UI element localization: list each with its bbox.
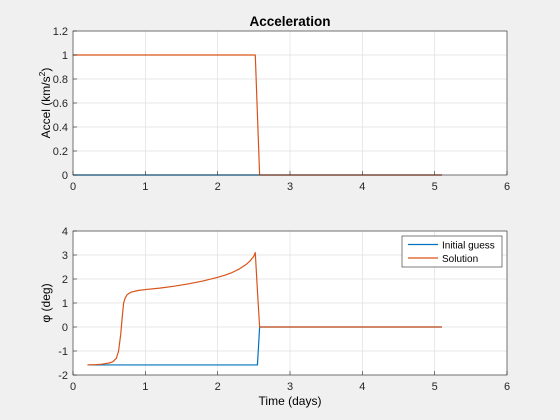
y-axis-label: Accel (km/s2) <box>37 68 53 139</box>
x-axis-label: Time (days) <box>259 394 322 408</box>
x-tick-label: 6 <box>504 381 510 393</box>
series-group <box>87 252 442 366</box>
y-tick-label: 4 <box>62 226 68 238</box>
x-tick-label: 2 <box>215 181 221 193</box>
y-tick-label: 2 <box>62 274 68 286</box>
unit-exponent: 2 <box>37 71 47 76</box>
y-tick-label: 0.4 <box>53 122 68 134</box>
legend-box <box>401 235 503 268</box>
y-tick-label: 1 <box>62 298 68 310</box>
y-tick-label: 0.8 <box>53 74 68 86</box>
legend: Initial guess Solution <box>401 235 503 268</box>
y-tick-label: 1.2 <box>53 26 68 38</box>
y-tick-label: 0.2 <box>53 146 68 158</box>
y-tick-label: 0.6 <box>53 98 68 110</box>
legend-label-solution: Solution <box>442 254 478 265</box>
x-tick-label: 1 <box>142 181 148 193</box>
y-tick-label: 0 <box>62 322 68 334</box>
x-tick-label: 3 <box>287 181 293 193</box>
x-tick-label: 2 <box>215 381 221 393</box>
y-axis-label: φ (deg) <box>39 283 53 322</box>
y-tick-label: 0 <box>62 170 68 182</box>
unit-close: ) <box>39 68 53 72</box>
acceleration-axes: 0 1 2 3 4 5 6 0 0.2 0.4 0.6 0.8 1 1.2 Acceleration Ac… <box>37 14 510 193</box>
x-tick-label: 4 <box>359 381 365 393</box>
y-tick-label: -2 <box>58 370 68 382</box>
solution-line <box>87 252 442 366</box>
x-tick-label: 5 <box>432 381 438 393</box>
tick-labels: 0 1 2 3 4 5 6 -2 -1 0 1 2 3 4 <box>58 226 510 393</box>
y-tick-label: -1 <box>58 346 68 358</box>
x-tick-label: 6 <box>504 181 510 193</box>
x-tick-label: 0 <box>70 181 76 193</box>
x-tick-label: 1 <box>142 381 148 393</box>
legend-label-initial-guess: Initial guess <box>442 241 495 252</box>
phi-axes: 0 1 2 3 4 5 6 -2 -1 0 1 2 3 4 Time (days) φ (deg) Ini… <box>39 226 510 408</box>
tick-labels: 0 1 2 3 4 5 6 0 0.2 0.4 0.6 0.8 1 1.2 <box>53 26 510 193</box>
chart-title: Acceleration <box>249 14 330 29</box>
y-tick-label: 1 <box>62 50 68 62</box>
x-tick-label: 4 <box>359 181 365 193</box>
y-tick-label: 3 <box>62 250 68 262</box>
x-tick-label: 5 <box>432 181 438 193</box>
x-tick-label: 0 <box>70 381 76 393</box>
x-tick-label: 3 <box>287 381 293 393</box>
